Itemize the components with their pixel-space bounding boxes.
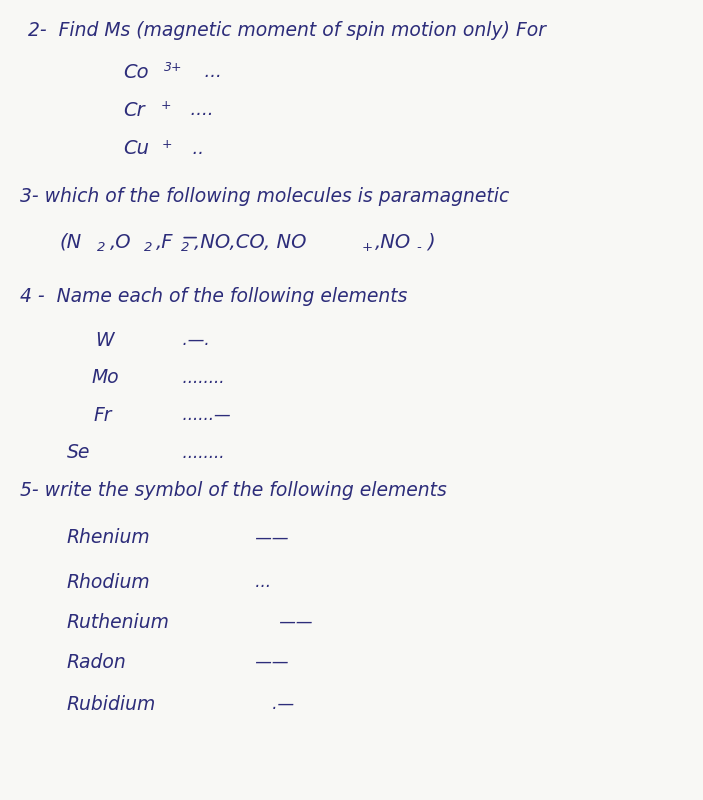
Text: .—: .—: [267, 695, 295, 713]
Text: ........: ........: [172, 369, 225, 386]
Text: Cr: Cr: [123, 101, 145, 120]
Text: Rubidium: Rubidium: [67, 694, 156, 714]
Text: W: W: [95, 330, 113, 350]
Text: ——: ——: [274, 614, 313, 631]
Text: Ruthenium: Ruthenium: [67, 613, 169, 632]
Text: ): ): [427, 233, 435, 252]
Text: Mo: Mo: [91, 368, 119, 387]
Text: ——: ——: [250, 529, 288, 546]
Text: Rhenium: Rhenium: [67, 528, 150, 547]
Text: +: +: [160, 99, 171, 112]
Text: ..: ..: [181, 140, 205, 158]
Text: (N: (N: [60, 233, 82, 252]
Text: Rhodium: Rhodium: [67, 573, 150, 592]
Text: ,NO: ,NO: [375, 233, 412, 252]
Text: 2-  Find Ms (magnetic moment of spin motion only) For: 2- Find Ms (magnetic moment of spin moti…: [28, 21, 546, 40]
Text: 2: 2: [181, 241, 190, 254]
Text: +: +: [162, 138, 172, 150]
Text: ...: ...: [250, 574, 271, 591]
Text: ,F: ,F: [156, 233, 174, 252]
Text: 2: 2: [144, 241, 153, 254]
Text: ....: ....: [179, 102, 214, 119]
Text: ......—: ......—: [172, 406, 231, 424]
Text: Co: Co: [123, 62, 148, 82]
Text: 5- write the symbol of the following elements: 5- write the symbol of the following ele…: [20, 481, 446, 500]
Text: Radon: Radon: [67, 653, 127, 672]
Text: Fr: Fr: [93, 406, 112, 425]
Text: +: +: [362, 241, 373, 254]
Text: Cu: Cu: [123, 139, 149, 158]
Text: 4 -  Name each of the following elements: 4 - Name each of the following elements: [20, 286, 407, 306]
Text: Se: Se: [67, 443, 90, 462]
Text: ,NO,CO, NO: ,NO,CO, NO: [194, 233, 307, 252]
Text: ........: ........: [172, 444, 225, 462]
Text: -: -: [416, 241, 421, 254]
Text: 3- which of the following molecules is paramagnetic: 3- which of the following molecules is p…: [20, 186, 509, 206]
Text: ...: ...: [193, 63, 222, 81]
Text: ,O: ,O: [110, 233, 131, 252]
Text: .—.: .—.: [172, 331, 210, 349]
Text: 3+: 3+: [164, 61, 182, 74]
Text: ——: ——: [250, 654, 288, 671]
Text: 2: 2: [97, 241, 105, 254]
